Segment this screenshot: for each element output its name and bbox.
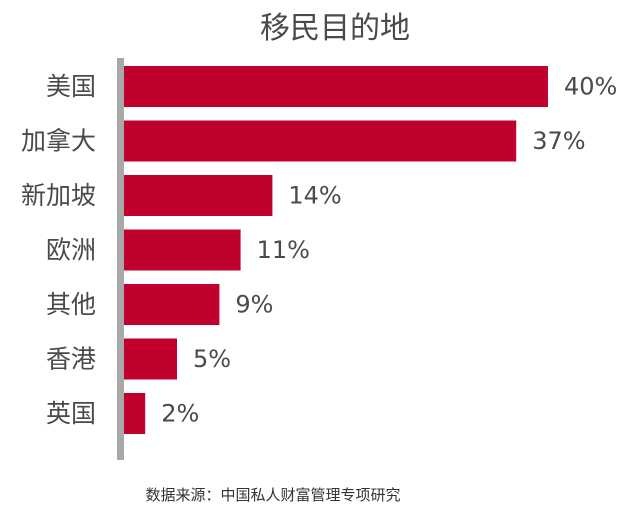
y-axis-line: [117, 58, 124, 460]
value-label-2: 14%: [288, 182, 341, 210]
category-label-0: 美国: [46, 72, 96, 101]
bar-1: [124, 120, 517, 162]
value-label-4: 9%: [235, 291, 273, 319]
category-label-5: 香港: [46, 345, 96, 374]
value-label-3: 11%: [257, 236, 310, 264]
value-label-5: 5%: [193, 345, 231, 373]
category-label-4: 其他: [46, 290, 96, 319]
category-label-1: 加拿大: [21, 127, 96, 156]
value-label-1: 37%: [532, 127, 585, 155]
bars-group: 美国 40% 加拿大 37% 新加坡 14% 欧洲 11% 其他 9% 香港 5% 英国 2%: [21, 66, 617, 434]
category-label-2: 新加坡: [21, 181, 96, 210]
bar-4: [124, 284, 220, 325]
chart-title: 移民目的地: [260, 11, 410, 46]
value-label-0: 40%: [564, 73, 617, 101]
value-label-6: 2%: [161, 400, 199, 428]
bar-2: [124, 175, 273, 216]
bar-3: [124, 229, 241, 271]
bar-0: [124, 66, 548, 107]
source-note: 数据来源：中国私人财富管理专项研究: [145, 486, 400, 504]
category-label-3: 欧洲: [46, 236, 96, 265]
bar-5: [124, 338, 177, 380]
bar-6: [124, 393, 146, 434]
category-label-6: 英国: [46, 399, 96, 428]
